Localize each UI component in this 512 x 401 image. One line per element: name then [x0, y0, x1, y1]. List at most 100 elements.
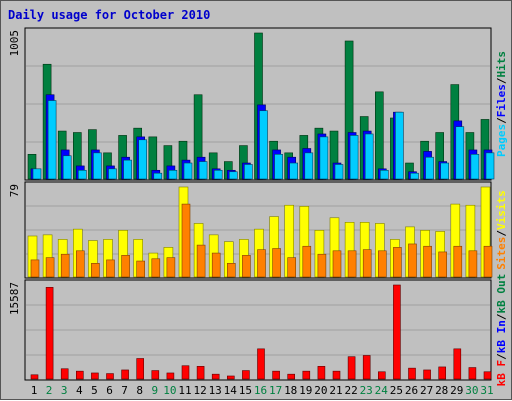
x-tick-label: 16	[254, 384, 267, 397]
x-tick-label: 22	[344, 384, 357, 397]
y-max-label: 15587	[8, 282, 21, 315]
bar-sites	[76, 250, 85, 278]
bar-pages	[440, 162, 450, 180]
side-label-part: /	[495, 117, 508, 124]
bar-kb-f	[272, 370, 280, 380]
side-label-part: Sites	[495, 237, 508, 270]
bar-kb-f	[60, 368, 69, 380]
side-label: kB F/kB In/kB Out	[495, 274, 508, 387]
x-tick-label: 11	[178, 384, 191, 397]
bar-pages	[364, 133, 374, 180]
bar-pages	[334, 164, 344, 180]
x-tick-label: 2	[46, 384, 53, 397]
bar-pages	[47, 100, 57, 180]
bar-sites	[121, 255, 130, 278]
bar-sites	[196, 244, 206, 278]
bar-sites	[91, 263, 100, 278]
x-tick-label: 10	[163, 384, 176, 397]
bar-sites	[332, 250, 342, 278]
bar-pages	[259, 110, 268, 180]
bar-pages	[108, 168, 117, 180]
bar-kb-f	[468, 367, 477, 380]
bar-kb-f	[91, 372, 99, 380]
bar-kb-f	[453, 348, 462, 380]
bar-pages	[455, 126, 465, 180]
bar-sites	[377, 250, 387, 278]
x-tick-label: 15	[239, 384, 252, 397]
bar-pages	[153, 172, 163, 180]
bar-pages	[198, 161, 208, 180]
x-tick-label: 4	[76, 384, 83, 397]
side-label-part: kB Out	[495, 274, 508, 314]
bar-sites	[30, 259, 40, 278]
x-tick-label: 19	[299, 384, 312, 397]
bar-kb-f	[242, 370, 250, 380]
bar-kb-f	[362, 355, 371, 380]
bar-kb-f	[377, 371, 386, 380]
bar-kb-f	[76, 370, 84, 380]
bar-pages	[229, 171, 238, 180]
x-tick-label: 30	[465, 384, 478, 397]
x-tick-label: 27	[420, 384, 433, 397]
bar-pages	[395, 111, 404, 180]
x-tick-label: 20	[314, 384, 327, 397]
side-label-part: Hits	[495, 51, 508, 78]
x-tick-label: 6	[106, 384, 113, 397]
x-tick-label: 18	[284, 384, 297, 397]
bar-sites	[211, 252, 221, 278]
bar-pages	[138, 139, 147, 180]
bar-pages	[78, 169, 87, 180]
bar-kb-f	[438, 366, 447, 380]
bar-sites	[166, 257, 176, 278]
bar-kb-f	[196, 366, 205, 380]
y-max-label: 79	[8, 184, 21, 197]
side-label-part: Files	[495, 84, 508, 117]
bar-sites	[242, 255, 251, 278]
x-tick-label: 3	[61, 384, 68, 397]
bar-kb-f	[211, 373, 220, 380]
bar-pages	[319, 136, 329, 180]
bar-pages	[244, 164, 253, 180]
bar-sites	[181, 203, 191, 278]
bar-pages	[425, 156, 434, 180]
side-label: Pages/Files/Hits	[495, 51, 508, 157]
bar-pages	[410, 172, 419, 180]
bar-sites	[227, 263, 236, 278]
side-label-part: /	[495, 77, 508, 84]
x-tick-label: 8	[136, 384, 143, 397]
bar-kb-f	[257, 348, 265, 380]
bar-hits	[374, 91, 384, 180]
x-tick-label: 23	[360, 384, 373, 397]
bar-kb-f	[483, 371, 492, 380]
bar-kb-f	[106, 373, 114, 380]
panel-visits_sites: 79 Sites/Visits	[8, 181, 508, 279]
bar-pages	[304, 152, 314, 180]
bar-pages	[274, 154, 283, 180]
bar-pages	[289, 162, 299, 180]
bar-pages	[213, 169, 223, 180]
bar-sites	[272, 248, 281, 278]
bar-kb-f	[45, 287, 54, 380]
x-tick-label: 7	[121, 384, 128, 397]
bar-pages	[168, 169, 178, 180]
bar-kb-f	[332, 370, 341, 380]
x-tick-label: 9	[151, 384, 158, 397]
bar-sites	[106, 259, 115, 278]
x-tick-label: 1	[31, 384, 38, 397]
side-label-part: kB In	[495, 320, 508, 353]
bar-pages	[183, 162, 193, 180]
bar-kb-f	[393, 284, 401, 380]
x-tick-label: 13	[209, 384, 222, 397]
bar-sites	[483, 245, 493, 278]
x-tick-label: 28	[435, 384, 448, 397]
bar-pages	[470, 154, 480, 180]
side-label-part: Pages	[495, 124, 508, 157]
bar-sites	[423, 245, 432, 278]
x-axis-labels: 1 2 3 4 5 6 7 8 9 10 11 12 13 14 15 16 17 18 19 20 21 22 23 24 2…	[31, 384, 494, 397]
side-label-part: Visits	[495, 190, 508, 230]
x-tick-label: 25	[390, 384, 403, 397]
bar-kb-f	[423, 369, 431, 380]
bar-sites	[347, 250, 357, 278]
x-tick-label: 26	[405, 384, 418, 397]
